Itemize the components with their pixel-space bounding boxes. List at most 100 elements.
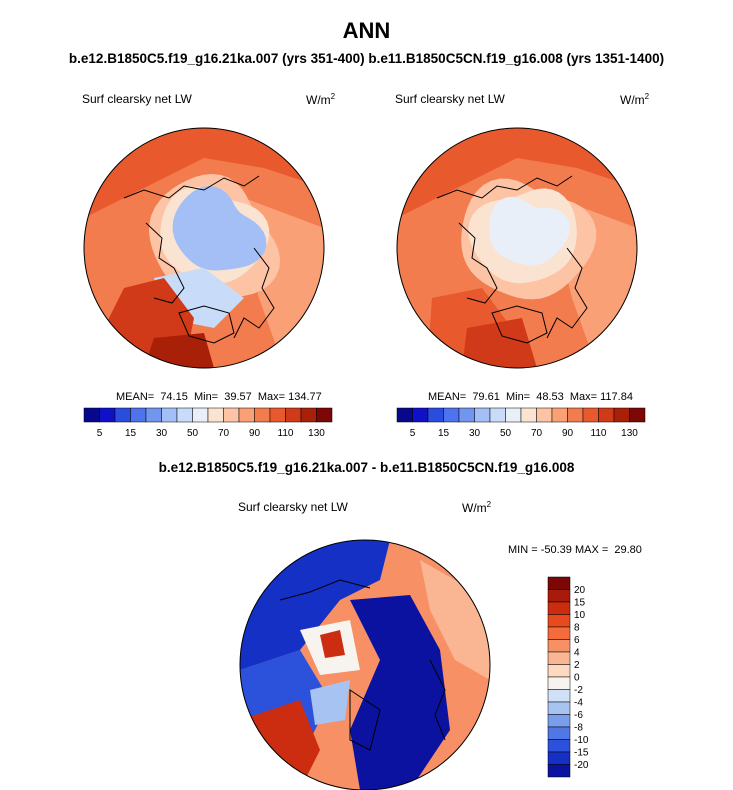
colorbar-swatch	[567, 407, 584, 423]
colorbar-swatch	[99, 407, 116, 423]
map-field	[397, 128, 637, 368]
colorbar-tick-label: 30	[156, 428, 168, 439]
colorbar-tick-label: 6	[574, 635, 580, 646]
colorbar-swatch	[427, 407, 444, 423]
colorbar-tick-label: 90	[249, 428, 261, 439]
colorbar-tick-label: 130	[308, 428, 325, 439]
colorbar-tick-label: -2	[574, 685, 583, 696]
polar-map-2	[396, 127, 638, 369]
panel3-variable-label: Surf clearsky net LW	[238, 500, 348, 514]
colorbar-swatch	[547, 576, 571, 590]
colorbar-tick-label: -15	[574, 748, 589, 759]
colorbar-swatch	[547, 639, 571, 653]
colorbar-tick-label: 90	[562, 428, 574, 439]
coastline-america	[429, 659, 446, 741]
coastline-eurasia	[436, 175, 573, 199]
map-border	[83, 127, 325, 369]
colorbar-tick-label: 70	[531, 428, 543, 439]
map-border	[239, 539, 491, 790]
coastline-greenland	[491, 305, 548, 344]
panel1-stats: MEAN= 74.15 Min= 39.57 Max= 134.77	[116, 391, 322, 403]
map-field	[240, 540, 490, 790]
main-title: ANN	[342, 18, 391, 43]
map-border	[396, 127, 638, 369]
colorbar-2: 5 15 30 50 70 90 110 130	[396, 407, 646, 439]
colorbar-tick-label: 15	[125, 428, 137, 439]
colorbar-swatch	[300, 407, 317, 423]
colorbar-swatch	[207, 407, 224, 423]
colorbar-tick-label: 5	[97, 428, 103, 439]
coastline-europe	[145, 222, 185, 304]
colorbar-swatch	[83, 407, 100, 423]
colorbar-tick-label: 8	[574, 623, 580, 634]
colorbar-swatch	[192, 407, 209, 423]
field-laurentide-low	[350, 595, 450, 790]
panel3-stats: MIN = -50.39 MAX = 29.80	[508, 544, 642, 556]
panel2-units: W/m2	[620, 92, 650, 107]
field-atlantic-peak	[144, 333, 214, 368]
colorbar-swatch	[582, 407, 599, 423]
colorbar-swatch	[443, 407, 460, 423]
colorbar-tick-label: 30	[469, 428, 481, 439]
field-north-band	[397, 128, 637, 218]
colorbar-tick-label: 130	[621, 428, 638, 439]
colorbar-1: 5 15 30 50 70 90 110 130	[83, 407, 333, 439]
colorbar-tick-label: -4	[574, 698, 583, 709]
colorbar-swatch	[547, 614, 571, 628]
colorbar-swatch	[505, 407, 522, 423]
coastline-eurasia	[123, 175, 260, 199]
colorbar-swatch	[547, 751, 571, 765]
colorbar-tick-label: 15	[438, 428, 450, 439]
colorbar-swatch	[547, 676, 571, 690]
colorbar-tick-label: 5	[410, 428, 416, 439]
colorbar-tick-label: 70	[218, 428, 230, 439]
colorbar-tick-label: -10	[574, 735, 589, 746]
colorbar-swatch	[145, 407, 162, 423]
colorbar-tick-label: 50	[500, 428, 512, 439]
colorbar-swatch	[489, 407, 506, 423]
colorbar-tick-label: -6	[574, 710, 583, 721]
colorbar-swatch	[238, 407, 255, 423]
coastline-greenland	[178, 305, 235, 344]
colorbar-swatch	[458, 407, 475, 423]
colorbar-tick-label: 110	[591, 428, 607, 439]
colorbar-tick-label: 110	[278, 428, 294, 439]
panel2-variable-label: Surf clearsky net LW	[395, 92, 505, 106]
colorbar-swatch	[547, 714, 571, 728]
colorbar-swatch	[130, 407, 147, 423]
colorbar-swatch	[269, 407, 286, 423]
colorbar-tick-label: 15	[574, 598, 586, 609]
colorbar-tick-label: 4	[574, 648, 580, 659]
colorbar-swatch	[629, 407, 646, 423]
colorbar-swatch	[520, 407, 537, 423]
colorbar-swatch	[223, 407, 240, 423]
difference-title: b.e12.B1850C5.f19_g16.21ka.007 - b.e11.B…	[158, 460, 575, 475]
coastline-eurasia	[279, 579, 371, 601]
colorbar-swatch	[114, 407, 131, 423]
colorbar-swatch	[285, 407, 302, 423]
field-north-band	[84, 128, 324, 218]
case-comparison-subtitle: b.e12.B1850C5.f19_g16.21ka.007 (yrs 351-…	[68, 51, 665, 66]
coastline-america	[546, 247, 588, 339]
colorbar-swatch	[547, 739, 571, 753]
field-arctic-high	[320, 630, 345, 658]
colorbar-swatch	[547, 664, 571, 678]
coastline-america	[233, 247, 275, 339]
field-ice-sheet	[310, 680, 350, 725]
colorbar-swatch	[547, 701, 571, 715]
colorbar-tick-label: 20	[574, 585, 586, 596]
colorbar-swatch	[547, 726, 571, 740]
coastline-europe	[458, 222, 498, 304]
colorbar-swatch	[598, 407, 615, 423]
colorbar-tick-label: -8	[574, 723, 583, 734]
colorbar-swatch	[536, 407, 553, 423]
colorbar-swatch	[547, 626, 571, 640]
coastline-greenland	[349, 689, 381, 751]
map-field	[84, 128, 324, 368]
colorbar-tick-label: 2	[574, 660, 580, 671]
polar-map-1	[83, 127, 325, 369]
colorbar-swatch	[316, 407, 333, 423]
panel3-units: W/m2	[462, 500, 492, 515]
colorbar-swatch	[547, 764, 571, 778]
